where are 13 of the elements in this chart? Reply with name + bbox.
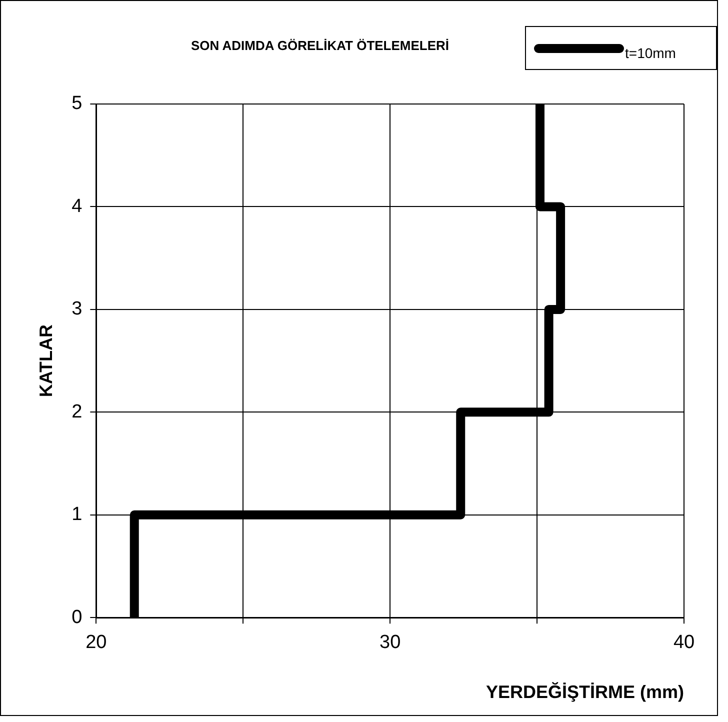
y-tick-label: 5 [72,93,82,114]
x-tick-label: 30 [380,632,401,654]
x-axis-title: YERDEĞİŞTİRME (mm) [486,682,684,702]
text: t=10mm [625,45,676,61]
chart-title: SON ADIMDA GÖRELİKAT ÖTELEMELERİ [190,38,450,53]
y-tick-label: 1 [72,504,82,526]
x-tick-label: 20 [86,632,107,654]
y-tick-label: 2 [72,401,82,422]
y-tick-label: 3 [72,298,82,320]
y-tick-label: 0 [72,606,82,628]
y-axis-title: KATLAR [36,324,56,398]
x-tick-label: 40 [673,632,695,654]
y-tick-label: 4 [72,196,83,217]
